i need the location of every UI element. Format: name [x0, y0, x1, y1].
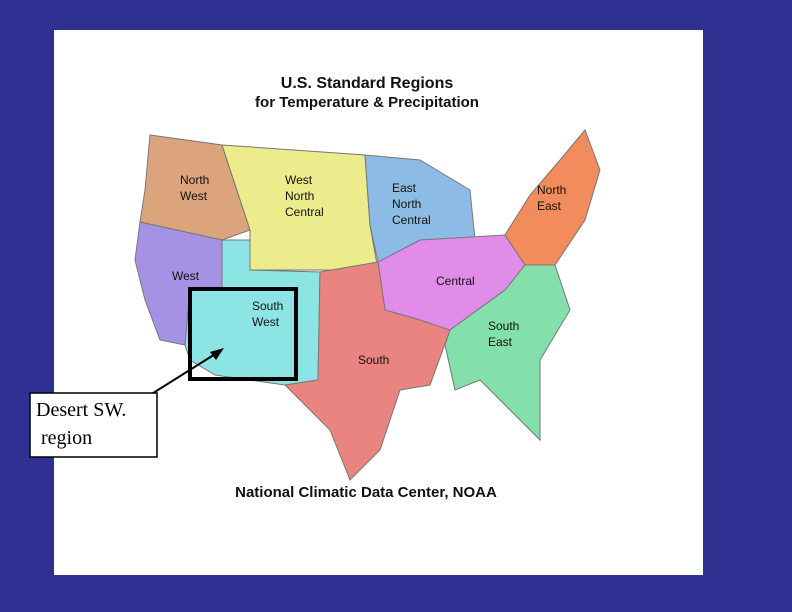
region-label: East	[537, 199, 562, 213]
region-label: North	[180, 173, 209, 187]
region-label: South	[252, 299, 283, 313]
callout-line: Desert SW.	[36, 399, 126, 421]
region-south-east	[444, 264, 571, 442]
region-label: Central	[436, 274, 475, 288]
region-label: North	[537, 183, 566, 197]
arrow-head	[210, 348, 224, 360]
region-label: West	[285, 173, 313, 187]
title-line: U.S. Standard Regions	[281, 75, 454, 92]
region-label: East	[392, 181, 417, 195]
region-label: West	[172, 269, 200, 283]
region-label: East	[488, 335, 513, 349]
callout-line: region	[36, 427, 92, 449]
region-label: South	[358, 353, 389, 367]
highlight-box	[188, 287, 298, 381]
region-south	[283, 261, 451, 481]
title-line: for Temperature & Precipitation	[255, 94, 479, 111]
region-label: South	[488, 319, 519, 333]
regions	[134, 129, 601, 481]
callout-box	[29, 392, 158, 458]
region-label: Central	[285, 205, 324, 219]
footer: National Climatic Data Center, NOAA	[235, 484, 497, 501]
region-label: West	[180, 189, 208, 203]
region-label: Central	[392, 213, 431, 227]
region-label: North	[392, 197, 421, 211]
region-label: West	[252, 315, 280, 329]
region-label: North	[285, 189, 314, 203]
callout-arrow	[149, 350, 221, 396]
